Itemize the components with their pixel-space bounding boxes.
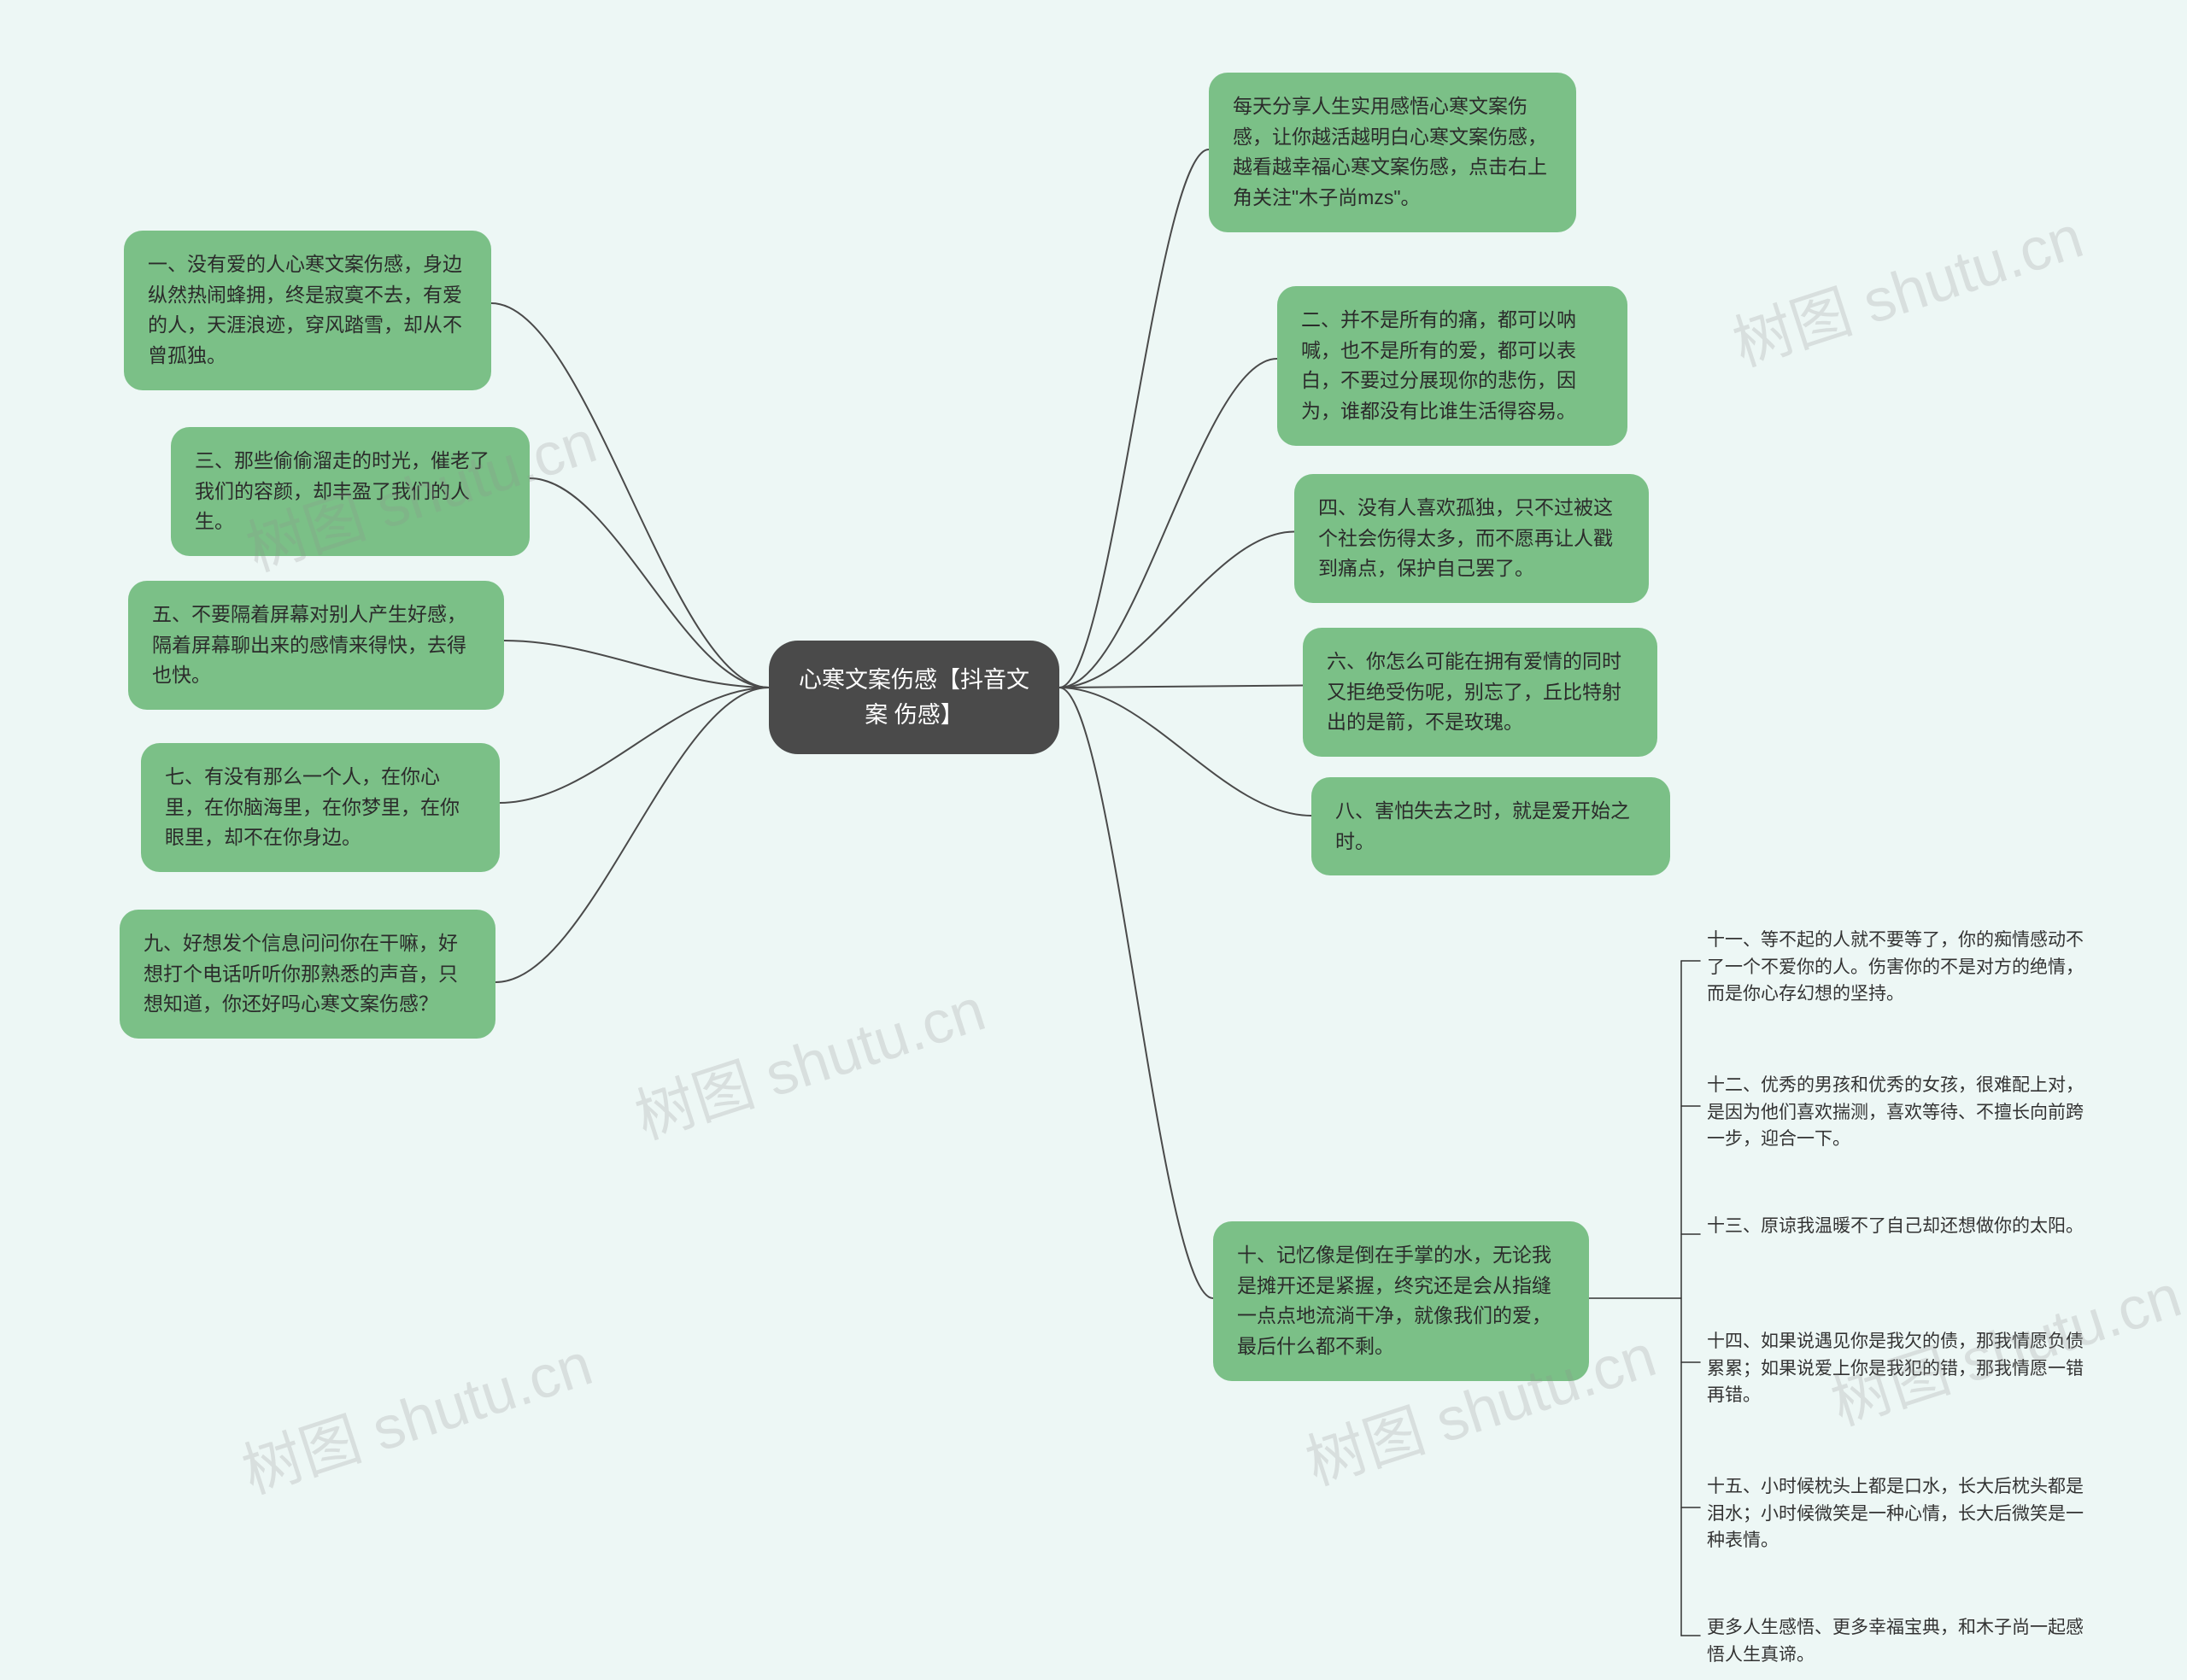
mindmap-center-node: 心寒文案伤感【抖音文案 伤感】	[769, 641, 1059, 754]
watermark: 树图 shutu.cn	[1721, 189, 2092, 383]
mindmap-node-R0: 每天分享人生实用感悟心寒文案伤感，让你越活越明白心寒文案伤感，越看越幸福心寒文案…	[1209, 73, 1576, 232]
mindmap-node-R4: 四、没有人喜欢孤独，只不过被这个社会伤得太多，而不愿再让人戳到痛点，保护自己罢了…	[1294, 474, 1649, 603]
mindmap-leaf-LF11: 十一、等不起的人就不要等了，你的痴情感动不了一个不爱你的人。伤害你的不是对方的绝…	[1700, 918, 2093, 1016]
mindmap-leaf-LF14: 十四、如果说遇见你是我欠的债，那我情愿负债累累；如果说爱上你是我犯的错，那我情愿…	[1700, 1320, 2093, 1418]
watermark: 树图 shutu.cn	[230, 1316, 601, 1510]
mindmap-node-R2: 二、并不是所有的痛，都可以呐喊，也不是所有的爱，都可以表白，不要过分展现你的悲伤…	[1277, 286, 1627, 446]
mindmap-leaf-LF15: 十五、小时候枕头上都是口水，长大后枕头都是泪水；小时候微笑是一种心情，长大后微笑…	[1700, 1465, 2093, 1563]
mindmap-node-L3: 三、那些偷偷溜走的时光，催老了我们的容颜，却丰盈了我们的人生。	[171, 427, 530, 556]
mindmap-leaf-LFmore: 更多人生感悟、更多幸福宝典，和木子尚一起感悟人生真谛。	[1700, 1606, 2093, 1677]
watermark: 树图 shutu.cn	[623, 962, 994, 1156]
mindmap-leaf-LF13: 十三、原谅我温暖不了自己却还想做你的太阳。	[1700, 1204, 2093, 1249]
mindmap-leaf-LF12: 十二、优秀的男孩和优秀的女孩，很难配上对，是因为他们喜欢揣测，喜欢等待、不擅长向…	[1700, 1063, 2093, 1162]
mindmap-node-L7: 七、有没有那么一个人，在你心里，在你脑海里，在你梦里，在你眼里，却不在你身边。	[141, 743, 500, 872]
mindmap-node-R8: 八、害怕失去之时，就是爱开始之时。	[1311, 777, 1670, 875]
mindmap-node-L1: 一、没有爱的人心寒文案伤感，身边纵然热闹蜂拥，终是寂寞不去，有爱的人，天涯浪迹，…	[124, 231, 491, 390]
mindmap-node-R10: 十、记忆像是倒在手掌的水，无论我是摊开还是紧握，终究还是会从指缝一点点地流淌干净…	[1213, 1221, 1589, 1381]
mindmap-node-L9: 九、好想发个信息问问你在干嘛，好想打个电话听听你那熟悉的声音，只想知道，你还好吗…	[120, 910, 495, 1039]
mindmap-node-R6: 六、你怎么可能在拥有爱情的同时又拒绝受伤呢，别忘了，丘比特射出的是箭，不是玫瑰。	[1303, 628, 1657, 757]
mindmap-node-L5: 五、不要隔着屏幕对别人产生好感，隔着屏幕聊出来的感情来得快，去得也快。	[128, 581, 504, 710]
